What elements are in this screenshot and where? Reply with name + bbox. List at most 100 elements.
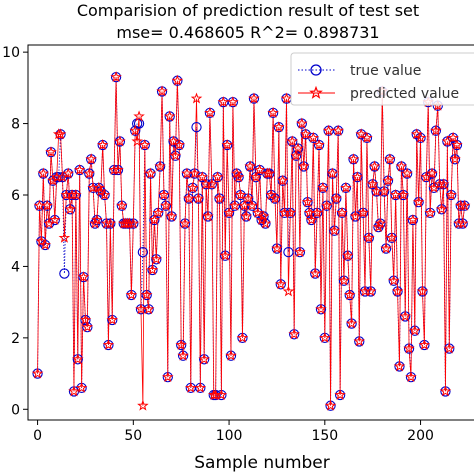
legend-pred-label: predicted value xyxy=(350,86,459,102)
predicted-value-point xyxy=(41,199,53,211)
x-axis-label: Sample number xyxy=(194,453,330,473)
true-value-point xyxy=(137,246,149,258)
predicted-value-point xyxy=(37,167,50,179)
y-tick-label: 6 xyxy=(11,188,20,204)
predicted-value-point xyxy=(68,385,80,397)
predicted-value-point xyxy=(263,167,276,179)
predicted-value-point xyxy=(290,149,302,161)
predicted-value-point xyxy=(274,278,287,290)
predicted-value-point xyxy=(405,371,417,383)
predicted-value-point xyxy=(221,138,233,150)
predicted-value-point xyxy=(171,74,184,86)
predicted-value-point xyxy=(403,342,415,354)
predicted-value-point xyxy=(215,388,228,400)
predicted-value-point xyxy=(223,206,235,218)
predicted-value-point xyxy=(137,399,149,411)
predicted-value-point xyxy=(75,381,88,393)
predicted-value-point xyxy=(116,199,128,211)
predicted-value-point xyxy=(382,174,394,186)
predicted-value-point xyxy=(397,188,410,200)
predicted-value-point xyxy=(282,285,295,297)
predicted-value-point xyxy=(368,160,381,172)
predicted-value-point xyxy=(190,92,203,104)
predicted-value-point xyxy=(234,188,247,200)
predicted-value-point xyxy=(227,96,239,108)
predicted-value-point xyxy=(305,213,318,225)
predicted-value-point xyxy=(320,199,333,211)
predicted-value-point xyxy=(458,199,471,211)
predicted-value-point xyxy=(336,206,348,218)
x-axis: 0 50 100 150 200 xyxy=(33,420,434,444)
predicted-value-point xyxy=(102,338,115,350)
x-tick-label: 50 xyxy=(124,428,142,444)
predicted-value-point xyxy=(140,288,153,300)
predicted-value-point xyxy=(148,213,161,225)
predicted-value-point xyxy=(144,167,157,179)
predicted-value-point xyxy=(424,206,436,218)
predicted-value-point xyxy=(433,178,446,190)
predicted-value-point xyxy=(248,92,260,104)
predicted-value-point xyxy=(154,160,166,172)
predicted-value-point xyxy=(89,217,101,229)
predicted-value-point xyxy=(387,274,400,286)
predicted-value-point xyxy=(297,160,310,172)
predicted-value-point xyxy=(211,171,224,183)
predicted-value-point xyxy=(372,221,385,233)
predicted-value-point xyxy=(79,313,92,325)
predicted-value-point xyxy=(401,167,413,179)
predicted-value-point xyxy=(330,192,343,204)
predicted-value-point xyxy=(104,217,117,229)
predicted-value-point xyxy=(393,360,406,372)
predicted-value-point xyxy=(443,342,456,354)
predicted-value-point xyxy=(347,153,360,165)
predicted-value-point xyxy=(409,324,421,336)
predicted-value-point xyxy=(343,288,356,300)
predicted-value-point xyxy=(273,121,285,133)
predicted-value-point xyxy=(240,210,253,222)
predicted-value-line xyxy=(37,77,465,406)
predicted-value-point xyxy=(301,196,314,208)
predicted-value-point xyxy=(72,353,84,365)
predicted-value-point xyxy=(451,138,463,150)
predicted-value-point xyxy=(158,188,170,200)
predicted-value-point xyxy=(217,96,230,108)
predicted-value-point xyxy=(100,217,113,229)
predicted-value-point xyxy=(202,210,214,222)
predicted-value-point xyxy=(70,188,82,200)
predicted-value-point xyxy=(276,174,289,186)
predicted-value-point xyxy=(357,206,369,218)
predicted-value-point xyxy=(225,349,237,361)
predicted-value-point xyxy=(288,328,300,340)
x-tick-label: 0 xyxy=(33,428,42,444)
predicted-value-point xyxy=(98,188,111,200)
predicted-value-point xyxy=(317,181,329,193)
predicted-value-point xyxy=(123,217,136,229)
predicted-value-point xyxy=(416,285,429,297)
legend-box xyxy=(290,52,474,106)
predicted-value-point xyxy=(45,146,57,158)
predicted-value-point xyxy=(311,206,323,218)
predicted-value-point xyxy=(437,178,450,190)
predicted-value-point xyxy=(162,371,174,383)
predicted-value-point xyxy=(160,199,172,211)
predicted-value-point xyxy=(125,288,138,300)
predicted-value-point xyxy=(131,135,143,147)
predicted-value-point xyxy=(165,210,178,222)
predicted-value-point xyxy=(326,167,339,179)
predicted-value-point xyxy=(299,128,312,140)
predicted-value-point xyxy=(353,335,366,347)
predicted-value-point xyxy=(454,199,467,211)
y-axis: 0 2 4 6 8 10 xyxy=(2,45,28,418)
predicted-value-point xyxy=(64,203,76,215)
predicted-value-point xyxy=(77,271,90,283)
predicted-value-point xyxy=(355,128,367,140)
predicted-value-point xyxy=(62,167,74,179)
predicted-value-point xyxy=(324,399,337,411)
predicted-value-point xyxy=(361,131,373,143)
legend: true value predicted value xyxy=(290,52,474,106)
predicted-value-point xyxy=(91,213,103,225)
predicted-value-point xyxy=(338,274,350,286)
predicted-value-point xyxy=(435,203,448,215)
predicted-value-point xyxy=(286,135,299,147)
